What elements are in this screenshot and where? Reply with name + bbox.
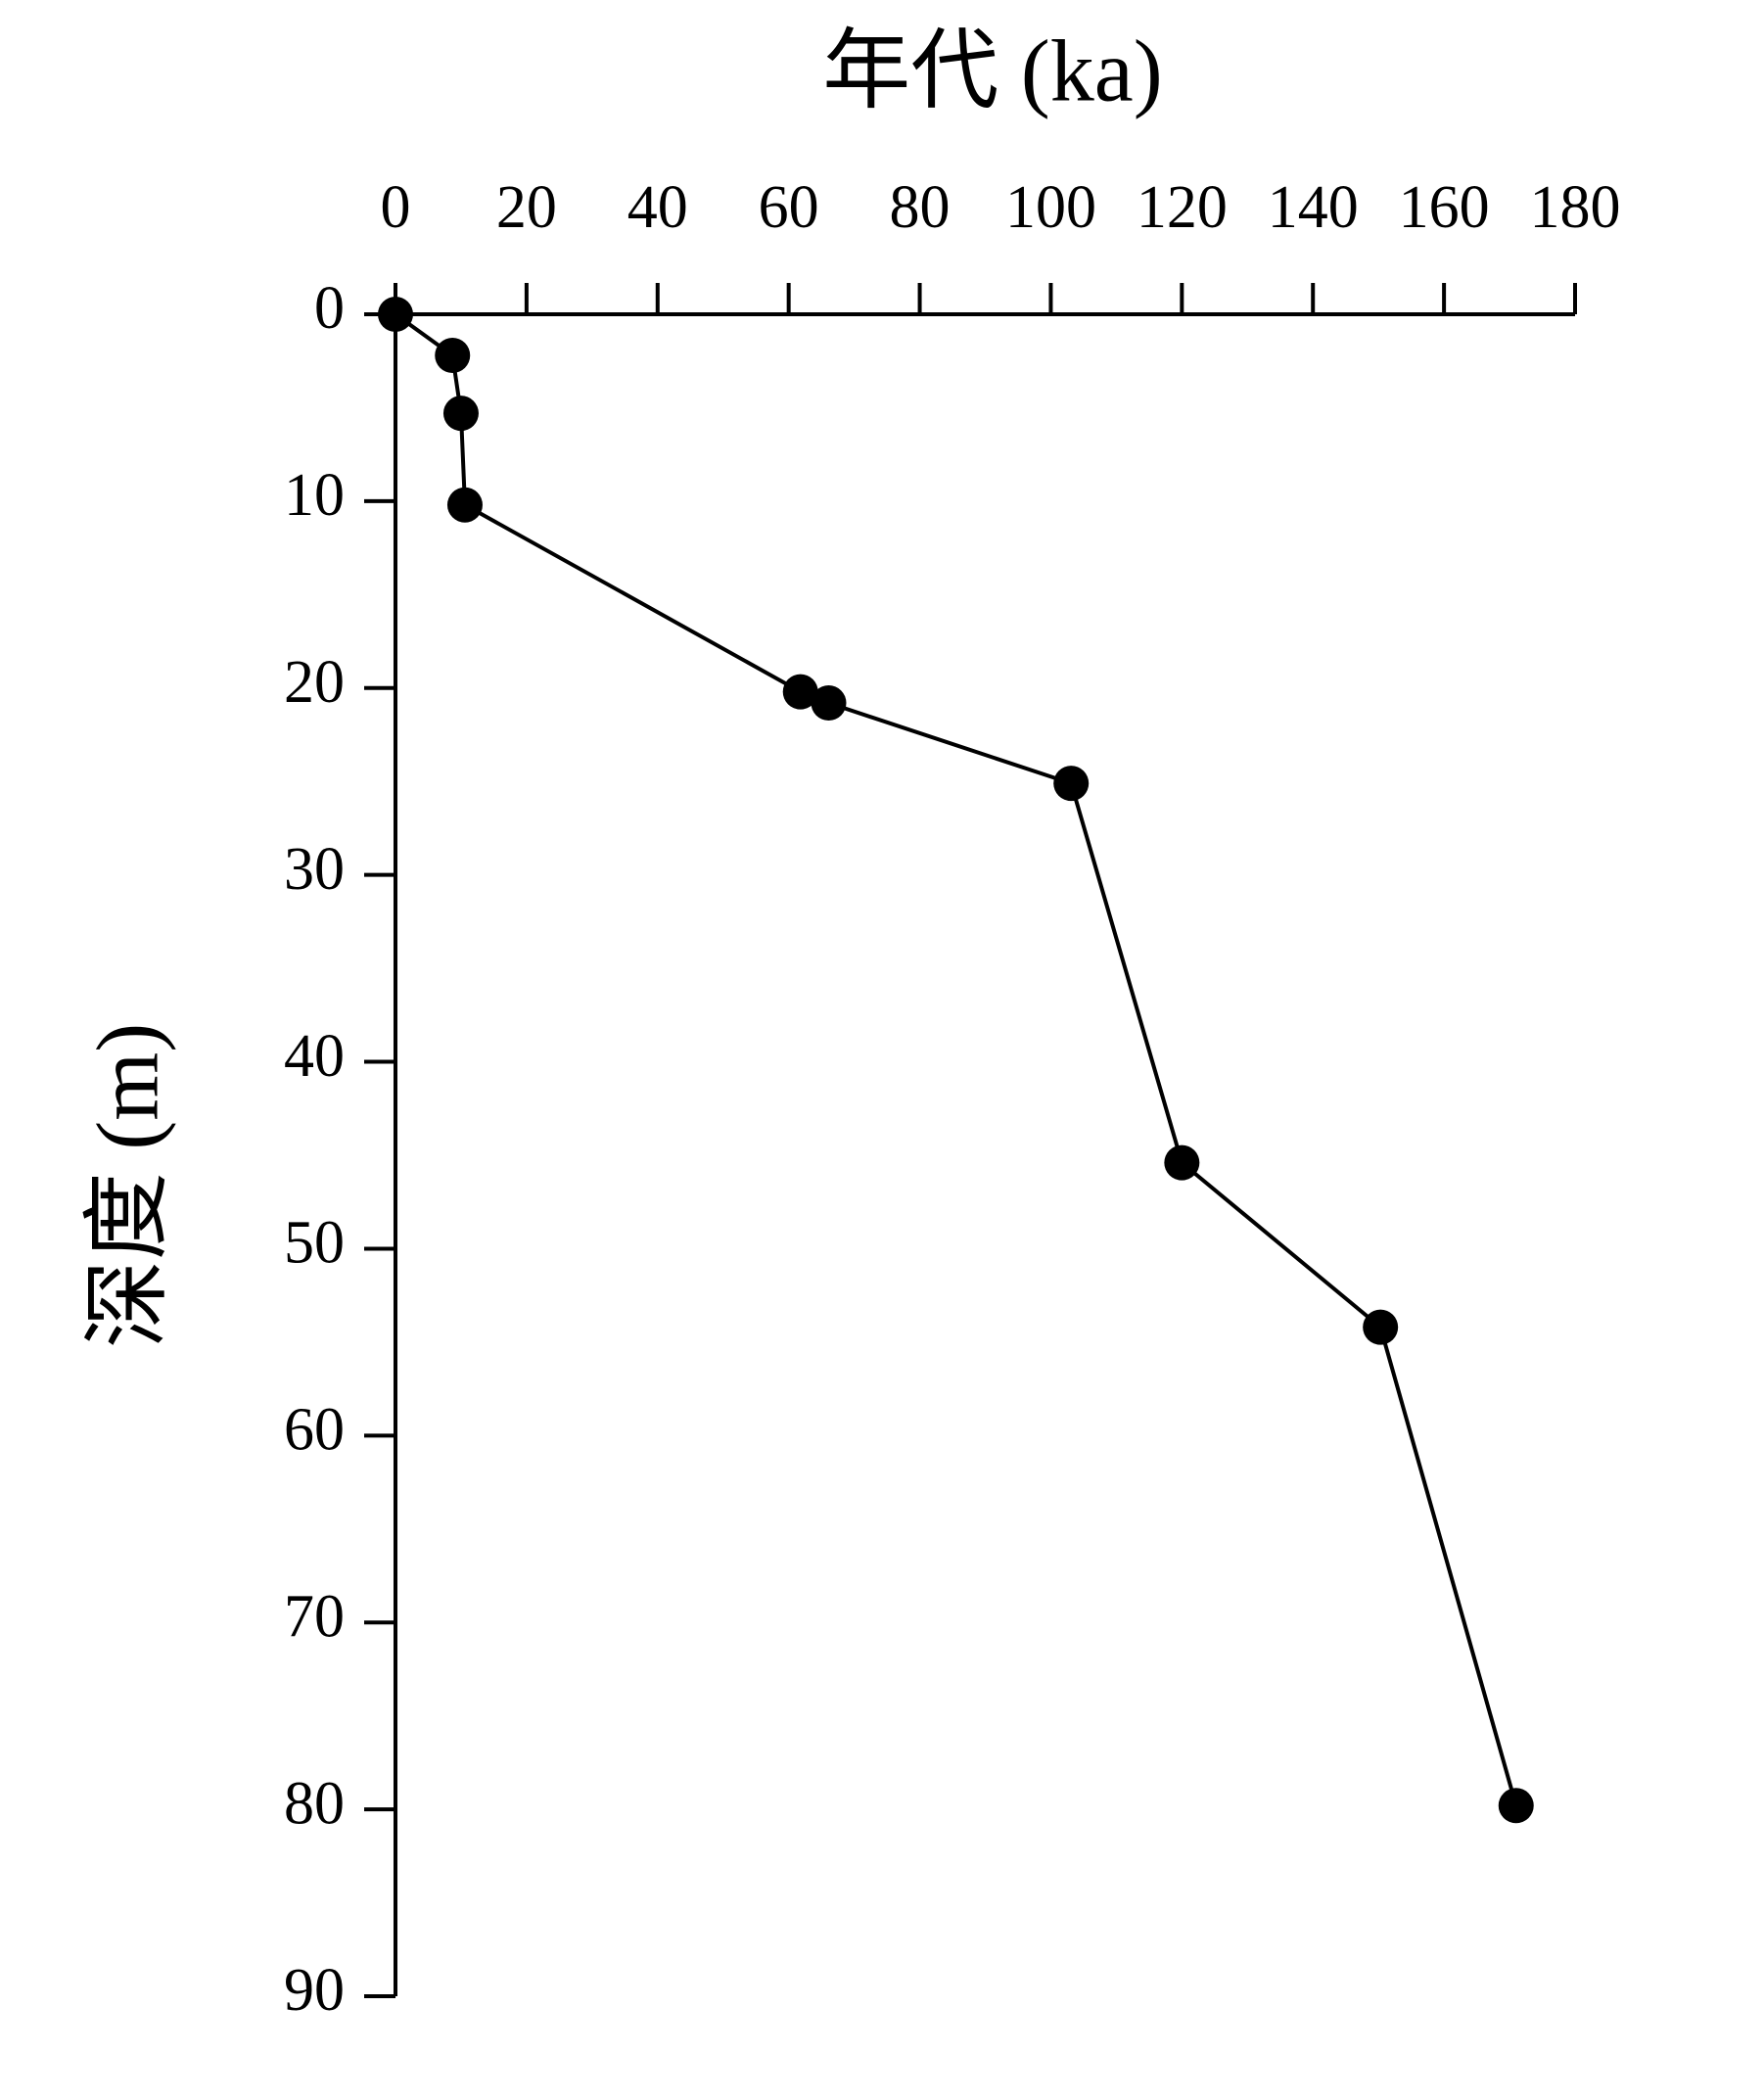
- y-tick-label: 20: [284, 649, 345, 716]
- data-point: [1363, 1309, 1399, 1345]
- y-tick-label: 80: [284, 1770, 345, 1837]
- x-tick-label: 140: [1268, 174, 1359, 241]
- y-tick-label: 10: [284, 462, 345, 529]
- y-tick-label: 70: [284, 1583, 345, 1650]
- y-tick-label: 50: [284, 1210, 345, 1277]
- data-point: [1498, 1788, 1534, 1824]
- data-point: [378, 297, 413, 332]
- x-tick-label: 100: [1005, 174, 1096, 241]
- data-point: [811, 685, 847, 722]
- y-tick-label: 0: [314, 275, 345, 342]
- series-line: [394, 312, 1518, 1806]
- x-tick-label: 160: [1399, 174, 1490, 241]
- x-tick-label: 40: [627, 174, 688, 241]
- x-tick-label: 60: [759, 174, 819, 241]
- data-point: [446, 487, 483, 523]
- x-tick-label: 80: [890, 174, 951, 241]
- y-tick-label: 30: [284, 836, 345, 903]
- y-tick-label: 40: [284, 1023, 345, 1090]
- y-tick-label: 90: [284, 1957, 345, 2024]
- data-point: [782, 674, 818, 710]
- data-point: [435, 337, 471, 373]
- data-point: [1053, 766, 1090, 802]
- x-tick-label: 0: [381, 174, 411, 241]
- y-axis-title: 深度 (m): [80, 1023, 177, 1348]
- x-tick-label: 180: [1530, 174, 1621, 241]
- x-tick-label: 20: [496, 174, 557, 241]
- x-tick-label: 120: [1137, 174, 1228, 241]
- data-point: [442, 396, 479, 432]
- data-point: [1164, 1144, 1200, 1181]
- x-axis-title: 年代 (ka): [822, 23, 1162, 120]
- y-tick-label: 60: [284, 1397, 345, 1464]
